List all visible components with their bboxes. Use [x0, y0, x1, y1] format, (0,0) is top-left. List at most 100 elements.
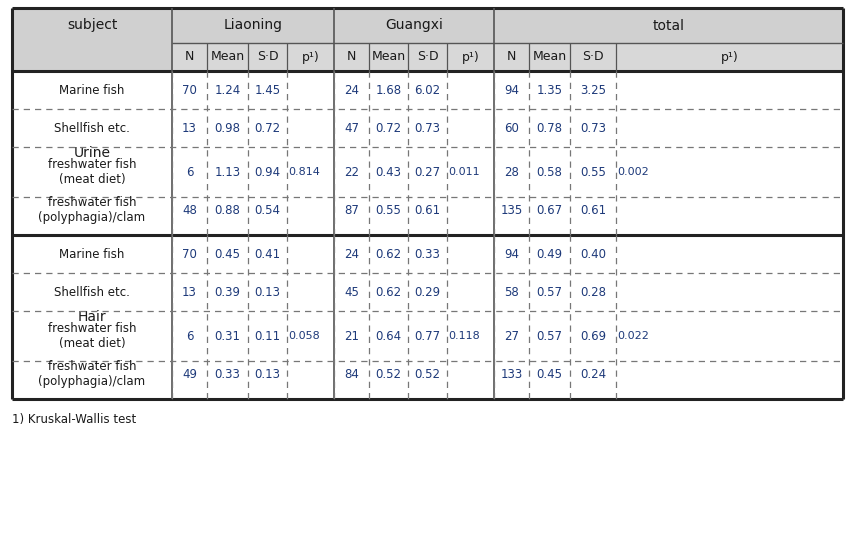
- Text: 0.49: 0.49: [536, 248, 562, 261]
- Text: 0.57: 0.57: [536, 330, 561, 343]
- Text: Marine fish: Marine fish: [60, 248, 124, 261]
- Text: Mean: Mean: [210, 50, 245, 64]
- Text: 0.52: 0.52: [414, 368, 440, 381]
- Text: p¹): p¹): [302, 50, 319, 64]
- Text: 0.058: 0.058: [288, 331, 320, 341]
- Text: 21: 21: [343, 330, 359, 343]
- Text: 48: 48: [181, 204, 197, 217]
- Text: total: total: [652, 18, 683, 33]
- Text: 13: 13: [181, 286, 197, 299]
- Text: N: N: [347, 50, 356, 64]
- Text: S·D: S·D: [416, 50, 438, 64]
- Text: Mean: Mean: [371, 50, 405, 64]
- Text: 6: 6: [186, 330, 193, 343]
- Text: S·D: S·D: [582, 50, 603, 64]
- Text: 0.11: 0.11: [254, 330, 280, 343]
- Text: 87: 87: [343, 204, 359, 217]
- Text: 70: 70: [181, 84, 197, 97]
- Text: N: N: [506, 50, 515, 64]
- Text: 6: 6: [186, 166, 193, 179]
- Text: 0.72: 0.72: [375, 122, 401, 135]
- Text: 0.45: 0.45: [536, 368, 561, 381]
- Text: Liaoning: Liaoning: [223, 18, 282, 33]
- Text: 0.64: 0.64: [375, 330, 401, 343]
- Text: 70: 70: [181, 248, 197, 261]
- Text: 133: 133: [500, 368, 522, 381]
- Text: 0.58: 0.58: [536, 166, 561, 179]
- Text: 0.61: 0.61: [579, 204, 606, 217]
- Text: 0.78: 0.78: [536, 122, 561, 135]
- Text: 0.61: 0.61: [414, 204, 440, 217]
- Text: 1.13: 1.13: [214, 166, 240, 179]
- Text: p¹): p¹): [720, 50, 738, 64]
- Text: 0.41: 0.41: [254, 248, 280, 261]
- Text: 24: 24: [343, 248, 359, 261]
- Text: 0.28: 0.28: [579, 286, 605, 299]
- Text: 135: 135: [500, 204, 522, 217]
- Text: 0.55: 0.55: [375, 204, 401, 217]
- Text: 94: 94: [504, 84, 518, 97]
- Text: 60: 60: [504, 122, 518, 135]
- Text: 49: 49: [181, 368, 197, 381]
- Text: 0.40: 0.40: [579, 248, 605, 261]
- Text: 6.02: 6.02: [414, 84, 440, 97]
- Text: 0.62: 0.62: [375, 248, 401, 261]
- Bar: [12, 43, 172, 71]
- Text: subject: subject: [66, 18, 117, 33]
- Text: 0.52: 0.52: [375, 368, 401, 381]
- Text: 0.022: 0.022: [616, 331, 648, 341]
- Bar: [172, 43, 842, 71]
- Text: 0.45: 0.45: [214, 248, 240, 261]
- Text: 0.29: 0.29: [414, 286, 440, 299]
- Text: Hair: Hair: [78, 310, 106, 324]
- Text: Shellfish etc.: Shellfish etc.: [54, 286, 130, 299]
- Text: 3.25: 3.25: [579, 84, 605, 97]
- Text: 0.54: 0.54: [254, 204, 280, 217]
- Text: freshwater fish
(meat diet): freshwater fish (meat diet): [48, 158, 136, 186]
- Text: Urine: Urine: [73, 146, 111, 160]
- Text: 0.31: 0.31: [214, 330, 240, 343]
- Text: 1.24: 1.24: [214, 84, 240, 97]
- Text: 24: 24: [343, 84, 359, 97]
- Text: 13: 13: [181, 122, 197, 135]
- Text: 0.011: 0.011: [447, 167, 479, 177]
- Text: 0.77: 0.77: [414, 330, 440, 343]
- Text: 0.002: 0.002: [616, 167, 648, 177]
- Text: 0.33: 0.33: [215, 368, 240, 381]
- Text: 0.27: 0.27: [414, 166, 440, 179]
- Text: 0.72: 0.72: [254, 122, 280, 135]
- Text: 0.39: 0.39: [214, 286, 240, 299]
- Text: 0.814: 0.814: [288, 167, 320, 177]
- Text: Marine fish: Marine fish: [60, 84, 124, 97]
- Text: freshwater fish
(meat diet): freshwater fish (meat diet): [48, 322, 136, 350]
- Text: 0.67: 0.67: [536, 204, 562, 217]
- Text: 0.33: 0.33: [414, 248, 440, 261]
- Text: 58: 58: [504, 286, 518, 299]
- Text: 0.88: 0.88: [215, 204, 240, 217]
- Text: freshwater fish
(polyphagia)/clam: freshwater fish (polyphagia)/clam: [38, 196, 146, 224]
- Text: 0.43: 0.43: [375, 166, 401, 179]
- Text: 1.35: 1.35: [536, 84, 561, 97]
- Text: 27: 27: [504, 330, 518, 343]
- Bar: [12, 8, 842, 43]
- Text: 47: 47: [343, 122, 359, 135]
- Text: Shellfish etc.: Shellfish etc.: [54, 122, 130, 135]
- Text: 45: 45: [343, 286, 359, 299]
- Text: 0.73: 0.73: [579, 122, 605, 135]
- Text: 94: 94: [504, 248, 518, 261]
- Text: 1.68: 1.68: [375, 84, 401, 97]
- Text: 0.94: 0.94: [254, 166, 280, 179]
- Text: S·D: S·D: [256, 50, 278, 64]
- Text: 0.13: 0.13: [254, 286, 280, 299]
- Text: 1) Kruskal-Wallis test: 1) Kruskal-Wallis test: [12, 413, 136, 426]
- Text: 0.13: 0.13: [254, 368, 280, 381]
- Text: freshwater fish
(polyphagia)/clam: freshwater fish (polyphagia)/clam: [38, 360, 146, 388]
- Text: 28: 28: [504, 166, 518, 179]
- Text: 1.45: 1.45: [254, 84, 280, 97]
- Text: 0.62: 0.62: [375, 286, 401, 299]
- Text: 0.24: 0.24: [579, 368, 606, 381]
- Text: N: N: [185, 50, 194, 64]
- Text: 0.57: 0.57: [536, 286, 561, 299]
- Text: 0.73: 0.73: [414, 122, 440, 135]
- Text: Mean: Mean: [532, 50, 566, 64]
